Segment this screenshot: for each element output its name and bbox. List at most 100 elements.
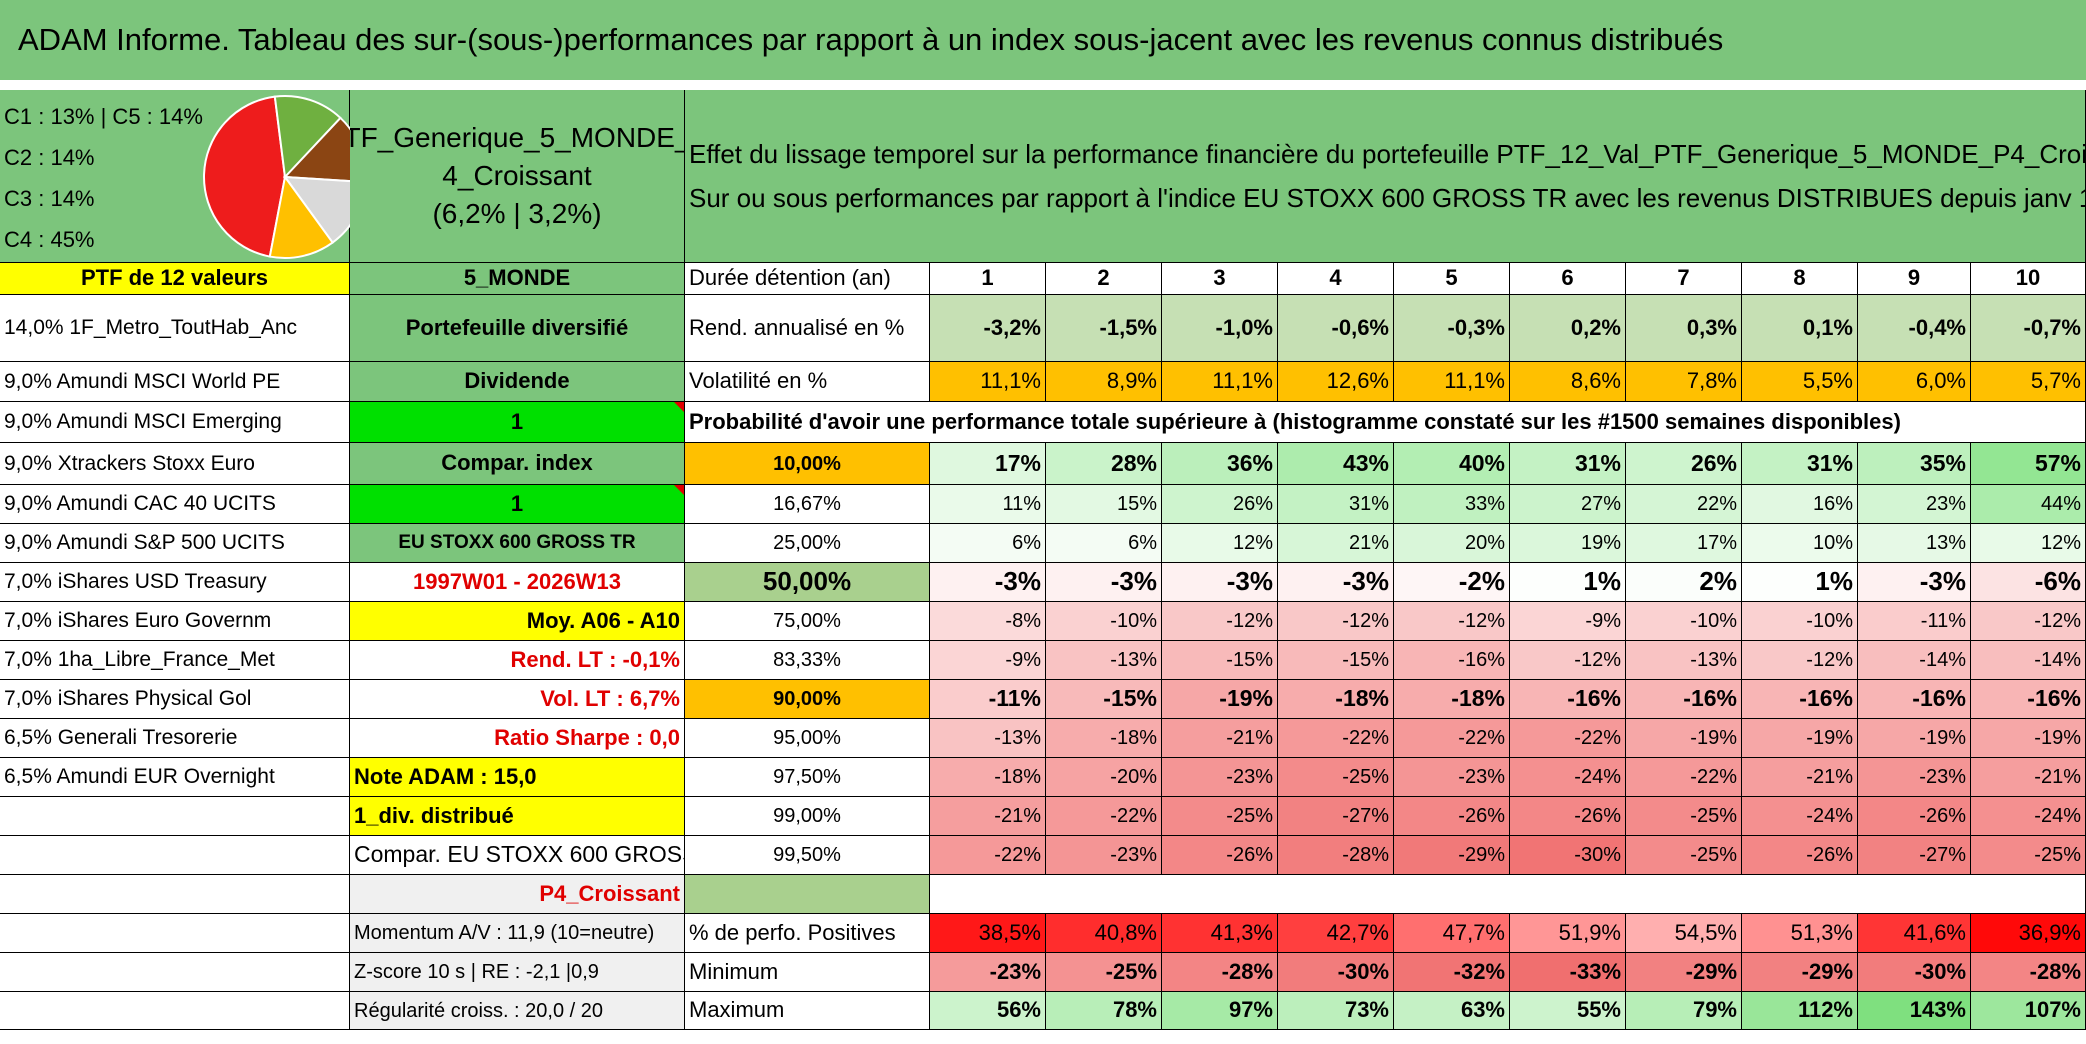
min-value: -30%	[1278, 953, 1394, 992]
year-header: 7	[1626, 263, 1742, 295]
rend-value: -0,6%	[1278, 295, 1394, 362]
year-header: 10	[1971, 263, 2086, 295]
empty-cell	[0, 797, 350, 836]
quantile-value: -3%	[1278, 563, 1394, 602]
quantile-value: 12%	[1971, 524, 2086, 563]
probability-title: Probabilité d'avoir une performance tota…	[685, 402, 2086, 443]
quantile-value: 1%	[1510, 563, 1626, 602]
portfolio-profile: P4_Croissant	[350, 875, 685, 914]
vol-value: 7,8%	[1626, 362, 1742, 402]
holding-row: 9,0% Xtrackers Stoxx Euro	[0, 443, 350, 485]
quantile-value: -22%	[1394, 719, 1510, 758]
effect-line: Sur ou sous performances par rapport à l…	[689, 183, 2086, 213]
portfolio-div: 1_div. distribué	[350, 797, 685, 836]
year-header: 4	[1278, 263, 1394, 295]
holding-row: 7,0% iShares USD Treasury	[0, 563, 350, 602]
empty-cell	[0, 875, 350, 914]
quantile-value: 31%	[1742, 443, 1858, 485]
quantile-label: 10,00%	[685, 443, 930, 485]
portfolio-count: PTF de 12 valeurs	[0, 263, 350, 295]
vol-value: 11,1%	[930, 362, 1046, 402]
quantile-value: -15%	[1162, 641, 1278, 680]
quantile-value: -19%	[1858, 719, 1971, 758]
quantile-value: -14%	[1971, 641, 2086, 680]
quantile-value: 12%	[1162, 524, 1278, 563]
quantile-value: -12%	[1971, 602, 2086, 641]
quantile-value: -10%	[1626, 602, 1742, 641]
quantile-value: -3%	[930, 563, 1046, 602]
duree-label: Durée détention (an)	[685, 263, 930, 295]
quantile-value: 35%	[1858, 443, 1971, 485]
quantile-value: -22%	[930, 836, 1046, 875]
pos-value: 42,7%	[1278, 914, 1394, 953]
portfolio-type: Portefeuille diversifié	[350, 295, 685, 362]
quantile-value: -19%	[1971, 719, 2086, 758]
quantile-value: -23%	[1858, 758, 1971, 797]
quantile-value: -3%	[1046, 563, 1162, 602]
year-header: 2	[1046, 263, 1162, 295]
quantile-value: 11%	[930, 485, 1046, 524]
vol-value: 12,6%	[1278, 362, 1394, 402]
composition-line: C1 : 13% | C5 : 14%	[4, 104, 203, 129]
quantile-value: 13%	[1858, 524, 1971, 563]
vol-value: 8,6%	[1510, 362, 1626, 402]
vol-value: 8,9%	[1046, 362, 1162, 402]
holding-row: 7,0% iShares Euro Governm	[0, 602, 350, 641]
vol-value: 6,0%	[1858, 362, 1971, 402]
quantile-value: 19%	[1510, 524, 1626, 563]
quantile-value: -12%	[1742, 641, 1858, 680]
holding-row: 6,5% Amundi EUR Overnight	[0, 758, 350, 797]
portfolio-period: 1997W01 - 2026W13	[350, 563, 685, 602]
quantile-value: -11%	[930, 680, 1046, 719]
holding-row: 9,0% Amundi CAC 40 UCITS	[0, 485, 350, 524]
quantile-value: 17%	[930, 443, 1046, 485]
quantile-value: -24%	[1971, 797, 2086, 836]
pos-value: 40,8%	[1046, 914, 1162, 953]
rend-label: Rend. annualisé en %	[685, 295, 930, 362]
quantile-value: 10%	[1742, 524, 1858, 563]
quantile-label: 16,67%	[685, 485, 930, 524]
portfolio-flag2: 1	[350, 485, 685, 524]
quantile-label: 95,00%	[685, 719, 930, 758]
quantile-value: 36%	[1162, 443, 1278, 485]
quantile-value: -21%	[930, 797, 1046, 836]
quantile-value: -13%	[1626, 641, 1742, 680]
quantile-value: 6%	[930, 524, 1046, 563]
portfolio-flag1: 1	[350, 402, 685, 443]
max-value: 55%	[1510, 992, 1626, 1030]
portfolio-rend-lt: Rend. LT : -0,1%	[350, 641, 685, 680]
quantile-value: -12%	[1510, 641, 1626, 680]
min-value: -32%	[1394, 953, 1510, 992]
vol-value: 11,1%	[1394, 362, 1510, 402]
quantile-value: -23%	[1162, 758, 1278, 797]
portfolio-name: PTF_Generique_5_MONDE_P 4_Croissant (6,2% …	[350, 90, 685, 263]
quantile-value: 31%	[1510, 443, 1626, 485]
min-value: -29%	[1742, 953, 1858, 992]
quantile-value: -16%	[1858, 680, 1971, 719]
min-value: -25%	[1046, 953, 1162, 992]
rend-value: -0,3%	[1394, 295, 1510, 362]
portfolio-name-line: (6,2% | 3,2%)	[432, 197, 602, 229]
effect-line: Effet du lissage temporel sur la perform…	[689, 138, 2086, 169]
quantile-value: -26%	[1394, 797, 1510, 836]
composition-line: C2 : 14%	[4, 145, 95, 170]
portfolio-compar-index: Compar. index	[350, 443, 685, 485]
quantile-value: -26%	[1858, 797, 1971, 836]
pos-label: % de perfo. Positives	[685, 914, 930, 953]
quantile-value: -25%	[1626, 797, 1742, 836]
quantile-value: -19%	[1626, 719, 1742, 758]
portfolio-name-line: 4_Croissant	[442, 160, 592, 192]
quantile-value: 17%	[1626, 524, 1742, 563]
quantile-label: 99,50%	[685, 836, 930, 875]
quantile-label: 25,00%	[685, 524, 930, 563]
max-value: 112%	[1742, 992, 1858, 1030]
holding-row: 9,0% Amundi S&P 500 UCITS	[0, 524, 350, 563]
quantile-value: -15%	[1278, 641, 1394, 680]
quantile-value: -27%	[1858, 836, 1971, 875]
quantile-value: -18%	[930, 758, 1046, 797]
rend-value: -0,7%	[1971, 295, 2086, 362]
quantile-value: -16%	[1510, 680, 1626, 719]
quantile-value: -16%	[1394, 641, 1510, 680]
holding-row: 7,0% iShares Physical Gol	[0, 680, 350, 719]
max-value: 143%	[1858, 992, 1971, 1030]
